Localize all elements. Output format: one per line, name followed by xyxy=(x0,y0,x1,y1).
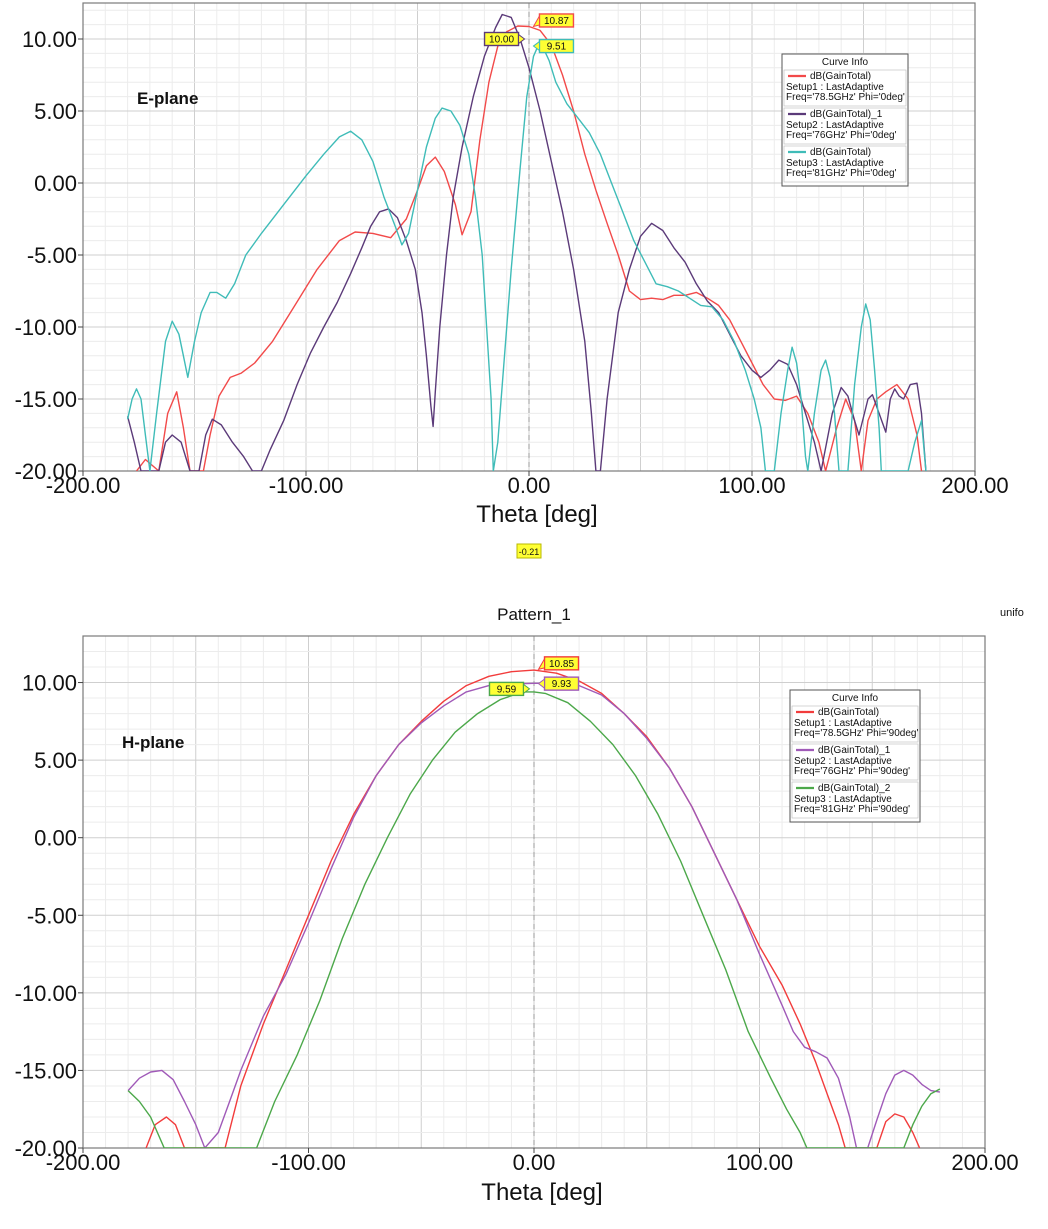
plane-label: H-plane xyxy=(122,733,184,752)
legend-series-info: Setup1 : LastAdaptive xyxy=(794,718,892,729)
marker-label: 9.59 xyxy=(497,684,517,695)
y-tick-label: 10.00 xyxy=(22,671,77,696)
series-line-2 xyxy=(126,13,927,471)
marker-2[interactable]: 9.59 xyxy=(488,681,531,697)
legend-title: Curve Info xyxy=(832,693,879,704)
marker-label: 10.87 xyxy=(544,16,569,27)
cursor-value-box xyxy=(516,543,542,559)
legend-entry-frame xyxy=(791,705,919,743)
legend-entry-frame xyxy=(791,743,919,781)
legend-series-name: dB(GainTotal)_2 xyxy=(818,783,891,794)
marker-1[interactable]: 10.87 xyxy=(532,13,575,28)
marker-1[interactable]: 10.85 xyxy=(537,656,580,671)
y-tick-label: 5.00 xyxy=(34,748,77,773)
x-tick-label: -100.00 xyxy=(269,473,344,498)
legend-series-info: Setup1 : LastAdaptive xyxy=(786,82,884,93)
chart-2: 10.00 5.00 0.00 -5.00 -10.00 -15.00 -20.00-200… xyxy=(15,605,1024,1206)
legend-series-info: Freq='81GHz' Phi='90deg' xyxy=(794,804,910,815)
y-tick-label: -15.00 xyxy=(15,387,77,412)
chart-title: Pattern_1 xyxy=(497,605,571,624)
y-tick-label: -5.00 xyxy=(27,243,77,268)
legend-entry-frame xyxy=(783,145,907,183)
legend[interactable]: Curve Info dB(GainTotal)Setup1 : LastAdap… xyxy=(789,689,921,823)
x-tick-label: -100.00 xyxy=(271,1150,346,1175)
legend-series-info: Setup3 : LastAdaptive xyxy=(794,794,892,805)
x-tick-label: 100.00 xyxy=(718,473,785,498)
y-tick-label: 10.00 xyxy=(22,27,77,52)
marker-2[interactable]: 10.00 xyxy=(483,31,526,47)
marker-3[interactable]: 9.51 xyxy=(532,38,575,54)
x-tick-label: 100.00 xyxy=(726,1150,793,1175)
legend-series-info: Freq='81GHz' Phi='0deg' xyxy=(786,168,897,179)
series-line-1 xyxy=(135,25,923,471)
x-tick-label: 0.00 xyxy=(508,473,551,498)
y-tick-label: -20.00 xyxy=(15,1136,77,1161)
marker-pointer xyxy=(537,678,546,690)
x-tick-label: -200.00 xyxy=(46,473,121,498)
marker-3[interactable]: 9.93 xyxy=(537,676,580,691)
y-tick-label: -20.00 xyxy=(15,459,77,484)
marker-pointer xyxy=(532,40,540,52)
legend-series-name: dB(GainTotal) xyxy=(818,707,879,718)
plane-label: E-plane xyxy=(137,89,198,108)
legend-series-info: Setup2 : LastAdaptive xyxy=(794,756,892,767)
legend-title: Curve Info xyxy=(822,57,869,68)
y-tick-label: -15.00 xyxy=(15,1058,77,1083)
marker-label: 10.00 xyxy=(489,35,514,46)
marker-label: 10.85 xyxy=(549,659,574,670)
legend-entry-frame xyxy=(791,781,919,819)
y-tick-label: -10.00 xyxy=(15,315,77,340)
marker-pointer xyxy=(518,33,526,45)
legend-series-info: Freq='78.5GHz' Phi='90deg' xyxy=(794,728,918,739)
legend-series-info: Freq='76GHz' Phi='90deg' xyxy=(794,766,910,777)
legend-series-name: dB(GainTotal)_1 xyxy=(818,745,891,756)
cursor-value: -0.21 xyxy=(519,547,540,557)
x-tick-label: 0.00 xyxy=(513,1150,556,1175)
legend-series-info: Setup3 : LastAdaptive xyxy=(786,158,884,169)
x-tick-label: -200.00 xyxy=(46,1150,121,1175)
y-tick-label: 0.00 xyxy=(34,171,77,196)
x-tick-label: 200.00 xyxy=(951,1150,1018,1175)
marker-pointer xyxy=(522,683,531,695)
legend-series-info: Setup2 : LastAdaptive xyxy=(786,120,884,131)
x-axis-label: Theta [deg] xyxy=(476,501,597,528)
y-tick-label: -10.00 xyxy=(15,981,77,1006)
legend-series-name: dB(GainTotal)_1 xyxy=(810,109,883,120)
legend-entry-frame xyxy=(783,69,907,107)
y-tick-label: 5.00 xyxy=(34,99,77,124)
marker-pointer xyxy=(537,656,546,671)
series-line-3 xyxy=(127,691,941,1148)
corner-label: unifo xyxy=(1000,607,1024,619)
legend-entry-frame xyxy=(783,107,907,145)
marker-label: 9.51 xyxy=(547,42,567,53)
legend-series-name: dB(GainTotal) xyxy=(810,71,871,82)
x-axis-label: Theta [deg] xyxy=(481,1179,602,1206)
marker-label: 9.93 xyxy=(552,679,572,690)
y-tick-label: -5.00 xyxy=(27,903,77,928)
legend-series-info: Freq='76GHz' Phi='0deg' xyxy=(786,130,897,141)
chart-1: 10.00 5.00 0.00 -5.00 -10.00 -15.00 -20.00-200… xyxy=(15,2,1009,559)
x-tick-label: 200.00 xyxy=(941,473,1008,498)
marker-pointer xyxy=(532,14,540,28)
legend-series-info: Freq='78.5GHz' Phi='0deg' xyxy=(786,92,905,103)
y-tick-label: 0.00 xyxy=(34,826,77,851)
legend-series-name: dB(GainTotal) xyxy=(810,147,871,158)
